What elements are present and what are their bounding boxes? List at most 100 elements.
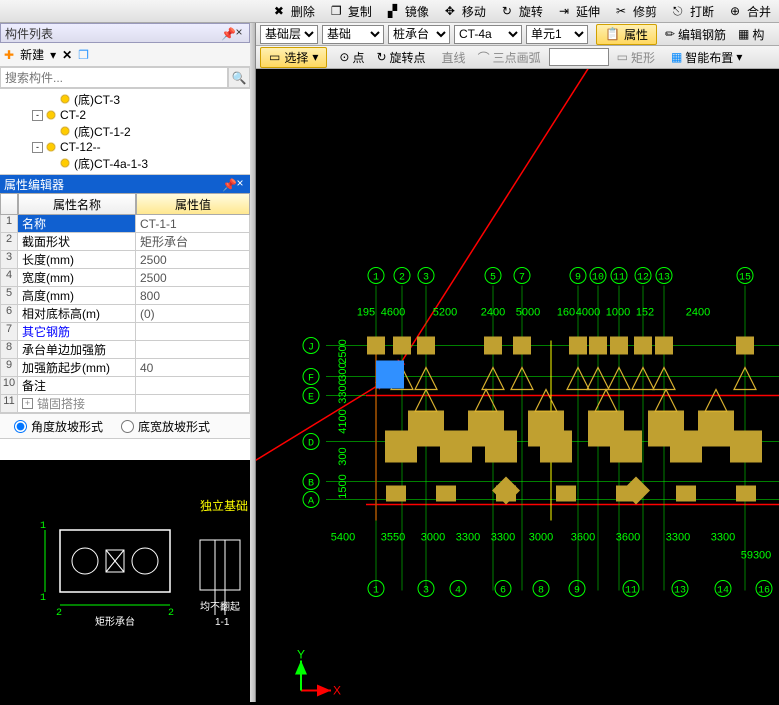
pin-icon[interactable]: 📌	[222, 178, 234, 190]
trim-button[interactable]: ✂修剪	[612, 2, 661, 21]
floor-select[interactable]: 基础层	[260, 25, 318, 44]
property-row[interactable]: 5 高度(mm) 800	[0, 287, 250, 305]
component-list-label: 构件列表	[5, 25, 53, 42]
component-toolbar: ✚ 新建 ▾ ✕ ❐	[0, 43, 250, 67]
svg-text:300: 300	[337, 447, 349, 465]
tree-label: (底)CT-4a-1-3	[74, 155, 148, 172]
origin-button[interactable]: ⊙点	[335, 48, 368, 67]
property-value[interactable]	[136, 341, 250, 359]
tree-item[interactable]: - CT-2	[0, 107, 250, 123]
dropdown-icon[interactable]: ▾	[50, 48, 56, 62]
search-button[interactable]: 🔍	[228, 67, 250, 88]
property-value[interactable]: 2500	[136, 269, 250, 287]
move-button[interactable]: ✥移动	[441, 2, 490, 21]
property-name: +锚固搭接	[18, 395, 136, 413]
tree-item[interactable]: (底)CT-3	[0, 91, 250, 107]
property-row[interactable]: 2 截面形状 矩形承台	[0, 233, 250, 251]
value-input[interactable]	[549, 48, 609, 66]
context-toolbar: 基础层 基础 桩承台 CT-4a 单元1 📋属性 ✏编辑钢筋 ▦构	[256, 23, 779, 46]
property-name: 加强筋起步(mm)	[18, 359, 136, 377]
component-button[interactable]: ▦构	[734, 25, 768, 44]
extend-button[interactable]: ⇥延伸	[555, 2, 604, 21]
merge-button[interactable]: ⊕合并	[726, 2, 775, 21]
svg-text:5: 5	[490, 273, 496, 284]
width-slope-radio[interactable]: 底宽放坡形式	[121, 418, 210, 435]
svg-text:1: 1	[373, 586, 379, 597]
svg-text:均不翻起: 均不翻起	[200, 601, 240, 613]
property-row[interactable]: 8 承台单边加强筋	[0, 341, 250, 359]
property-row[interactable]: 1 名称 CT-1-1	[0, 215, 250, 233]
angle-slope-radio[interactable]: 角度放坡形式	[14, 418, 103, 435]
expand-icon[interactable]: -	[32, 142, 43, 153]
tree-item[interactable]: (底)CT-4a-1-3	[0, 155, 250, 171]
rotate-button[interactable]: ↻旋转	[498, 2, 547, 21]
tree-label: CT-2	[60, 108, 86, 122]
svg-text:F: F	[308, 374, 314, 385]
property-value[interactable]	[136, 323, 250, 341]
svg-text:3550: 3550	[381, 532, 405, 544]
pin-icon[interactable]: 📌	[221, 27, 233, 39]
delete-button[interactable]: ✖删除	[270, 2, 319, 21]
component-select[interactable]: CT-4a	[454, 25, 522, 44]
delete-icon[interactable]: ✕	[62, 48, 72, 62]
row-index: 10	[0, 377, 18, 395]
svg-text:3: 3	[423, 586, 429, 597]
search-input[interactable]	[0, 67, 228, 88]
row-index: 6	[0, 305, 18, 323]
property-value[interactable]: CT-1-1	[136, 215, 250, 233]
close-icon[interactable]: ×	[233, 27, 245, 39]
type-select[interactable]: 桩承台	[388, 25, 450, 44]
property-row[interactable]: 4 宽度(mm) 2500	[0, 269, 250, 287]
category-select[interactable]: 基础	[322, 25, 384, 44]
property-row[interactable]: 9 加强筋起步(mm) 40	[0, 359, 250, 377]
svg-text:10: 10	[592, 273, 604, 284]
tree-item[interactable]: (底)CT-1-2	[0, 123, 250, 139]
tree-item[interactable]: -CT-12--	[0, 139, 250, 155]
copy-icon[interactable]: ❐	[78, 48, 89, 62]
unit-select[interactable]: 单元1	[526, 25, 588, 44]
break-button[interactable]: ⎋打断	[669, 2, 718, 21]
svg-text:3600: 3600	[571, 532, 595, 544]
property-value[interactable]	[136, 377, 250, 395]
svg-text:J: J	[308, 343, 314, 354]
svg-text:2: 2	[168, 608, 174, 619]
svg-text:15: 15	[739, 273, 751, 284]
attributes-button[interactable]: 📋属性	[596, 24, 657, 45]
svg-text:5200: 5200	[433, 307, 457, 319]
property-grid[interactable]: 1 名称 CT-1-12 截面形状 矩形承台3 长度(mm) 25004 宽度(…	[0, 215, 250, 413]
expand-icon[interactable]: -	[32, 110, 43, 121]
tree-label: (底)CT-1-2	[74, 123, 131, 140]
property-value[interactable]: (0)	[136, 305, 250, 323]
property-value[interactable]: 800	[136, 287, 250, 305]
new-button[interactable]: 新建	[20, 46, 44, 63]
mirror-button[interactable]: ▞镜像	[384, 2, 433, 21]
svg-text:5000: 5000	[516, 307, 540, 319]
svg-text:E: E	[308, 393, 314, 404]
copy-button[interactable]: ❐复制	[327, 2, 376, 21]
property-row[interactable]: 3 长度(mm) 2500	[0, 251, 250, 269]
draw-toolbar: ▭选择▾ ⊙点 ↻旋转点 直线 ⌒三点画弧 ▭矩形 ▦智能布置▾	[256, 46, 779, 69]
svg-text:6: 6	[500, 586, 506, 597]
property-value[interactable]	[136, 395, 250, 413]
edit-rebar-button[interactable]: ✏编辑钢筋	[661, 25, 730, 44]
property-value[interactable]: 2500	[136, 251, 250, 269]
component-tree[interactable]: (底)CT-3 - CT-2(底)CT-1-2-CT-12--(底)CT-4a-1-…	[0, 89, 250, 175]
property-row[interactable]: 7 其它钢筋	[0, 323, 250, 341]
rotation-point-button[interactable]: ↻旋转点	[372, 48, 429, 67]
property-value[interactable]: 矩形承台	[136, 233, 250, 251]
line-button: 直线	[438, 48, 470, 67]
close-icon[interactable]: ×	[234, 178, 246, 190]
property-row[interactable]: 6 相对底标高(m) (0)	[0, 305, 250, 323]
property-row[interactable]: 10 备注	[0, 377, 250, 395]
select-button[interactable]: ▭选择▾	[260, 47, 327, 68]
row-index: 11	[0, 395, 18, 413]
row-index: 4	[0, 269, 18, 287]
cad-canvas[interactable]: 1235791011121315 13468911131416 JFEDBA 1…	[256, 69, 779, 702]
svg-text:13: 13	[674, 586, 686, 597]
svg-text:11: 11	[613, 273, 625, 284]
drawing-area: 基础层 基础 桩承台 CT-4a 单元1 📋属性 ✏编辑钢筋 ▦构 ▭选择▾ ⊙…	[250, 23, 779, 702]
smart-layout-button[interactable]: ▦智能布置▾	[667, 48, 746, 67]
property-row[interactable]: 11 +锚固搭接	[0, 395, 250, 413]
svg-text:13: 13	[658, 273, 670, 284]
property-value[interactable]: 40	[136, 359, 250, 377]
